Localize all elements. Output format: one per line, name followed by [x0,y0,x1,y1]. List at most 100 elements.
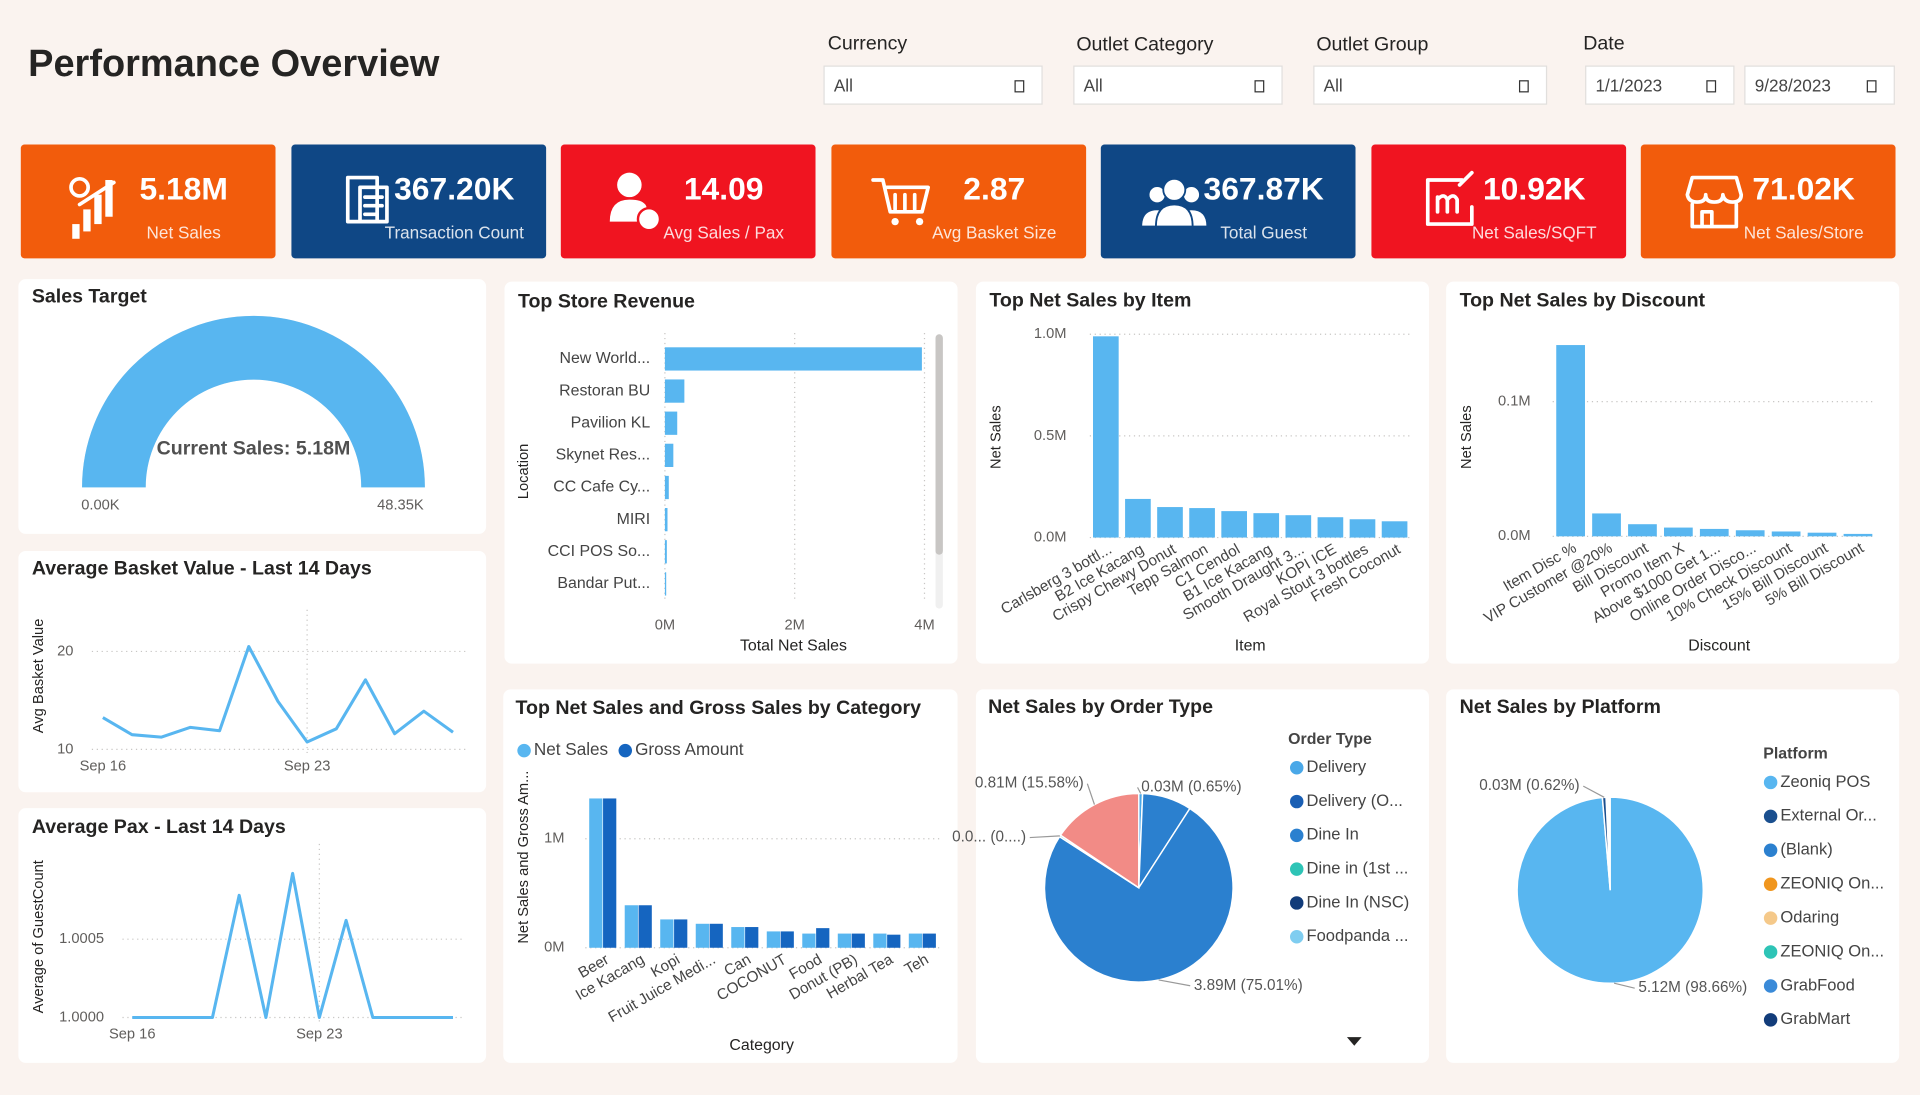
kpi-icon [363,195,384,217]
y-tick-label: Skynet Res... [556,447,651,464]
bar [664,508,668,532]
legend-swatch [1763,979,1778,993]
data-label: 0.81M (15.58%) [975,775,1084,792]
legend-scroll[interactable] [1346,1037,1362,1046]
kpi-icon [72,224,80,239]
leader-line [1582,785,1605,798]
legend-title: Order Type [1288,731,1372,748]
panel [503,689,958,1063]
y-tick-label: Bandar Put... [557,575,650,592]
gauge-tick-label: 0.00K [81,498,120,514]
chart-title: Top Store Revenue [518,291,695,313]
legend-label: GrabMart [1780,1009,1850,1028]
kpi-label: Avg Basket Size [932,222,1056,242]
panel [504,281,958,664]
bar [816,928,830,948]
x-tick-label: Sep 16 [80,758,127,774]
legend-label: Gross Amount [635,739,744,759]
bar [695,923,709,948]
kpi-icon [83,209,91,232]
panel [18,551,487,793]
legend-swatch [1290,862,1304,876]
legend-swatch [1290,896,1304,910]
y-tick-label: MIRI [617,511,651,528]
y-tick-label: 1.0005 [59,931,104,947]
bar [1157,507,1183,538]
y-tick-label: Pavilion KL [571,414,651,431]
chart-title: Top Net Sales by Item [989,289,1191,311]
line [102,645,454,744]
kpi-card [1100,144,1356,259]
scrollbar-thumb[interactable] [935,334,943,555]
data-label: 5.12M (98.66%) [1638,979,1747,996]
bar [1628,524,1657,537]
legend-label: (Blank) [1780,840,1832,859]
filter-box[interactable] [1744,65,1895,105]
legend-swatch [1763,809,1778,824]
bar [1381,521,1408,538]
filter-box[interactable] [1073,65,1283,105]
filter-icon [1866,80,1877,93]
y-tick-label: 10 [57,741,73,757]
kpi-label: Total Guest [1220,222,1307,242]
bar [1664,527,1693,537]
kpi-icon [893,192,917,212]
y-axis-title: Location [516,444,532,500]
gauge-tick-label: 48.35K [377,498,424,514]
legend-swatch [1763,1013,1778,1027]
filter-value: All [1084,75,1103,95]
filter-box[interactable] [1585,65,1735,105]
kpi-value: 14.09 [684,170,764,206]
bar [1699,528,1729,537]
page-title: Performance Overview [28,43,440,85]
kpi-icon [77,180,116,207]
bar [664,411,678,435]
bar [802,933,816,948]
kpi-value: 367.87K [1204,170,1324,206]
bar [851,933,865,948]
bar [837,933,852,948]
bar [624,905,638,948]
legend-label: ZEONIQ On... [1780,941,1884,960]
bar [1253,513,1280,538]
kpi-icon [636,206,662,232]
legend-swatch [517,743,531,758]
kpi-label: Avg Sales / Pax [663,222,784,242]
y-tick-label: 0.0M [1034,529,1067,545]
y-axis-title: Net Sales [989,405,1005,469]
kpi-icon [1690,202,1739,229]
bar [664,540,667,564]
pie-slice [1043,807,1234,983]
leader-line [1029,835,1061,839]
line [132,871,454,1020]
bar [887,934,901,948]
chart-title: Top Net Sales and Gross Sales by Categor… [516,697,922,719]
filter-box[interactable] [1313,65,1548,105]
x-tick-label: Sep 16 [109,1027,156,1043]
kpi-label: Transaction Count [385,222,525,242]
legend-label: Dine In (NSC) [1307,892,1410,911]
bar [731,927,745,948]
bar [589,798,603,948]
filter-value: 1/1/2023 [1596,75,1663,95]
gauge-label: Current Sales: 5.18M [157,438,351,460]
y-tick-label: 1M [544,831,564,847]
bar [664,572,667,596]
leader-line [1613,982,1635,989]
kpi-card [831,144,1087,259]
kpi-icon [94,194,102,225]
bar [674,919,688,948]
filter-box[interactable] [823,65,1043,105]
y-tick-label: 0.5M [1034,428,1067,444]
bar [709,923,723,948]
kpi-card [1371,144,1627,259]
filter-label: Date [1583,32,1624,54]
legend-swatch [1763,877,1778,891]
bar [1843,533,1873,537]
chart-title: Net Sales by Order Type [988,696,1213,718]
kpi-card [1640,144,1896,259]
bar [1349,519,1376,538]
legend-swatch [1290,930,1304,944]
